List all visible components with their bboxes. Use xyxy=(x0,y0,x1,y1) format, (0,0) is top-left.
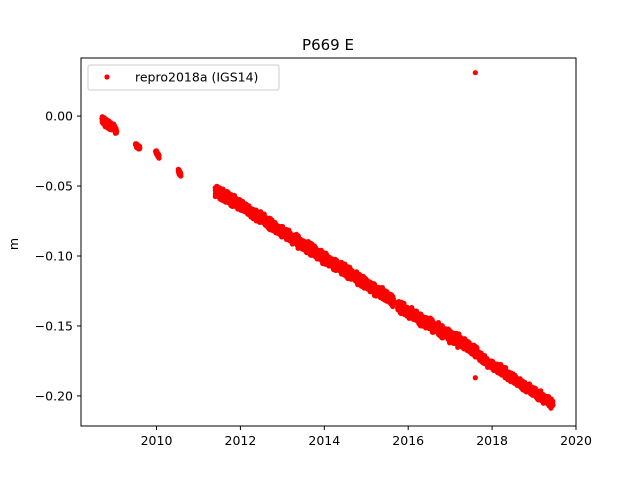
data-point xyxy=(178,173,184,179)
legend: repro2018a (IGS14) xyxy=(87,64,280,91)
y-tick-label: −0.10 xyxy=(35,248,73,263)
x-tick-label: 2012 xyxy=(225,433,257,448)
x-tick-label: 2016 xyxy=(392,433,424,448)
x-tick-label: 2018 xyxy=(476,433,508,448)
y-tick-label: 0.00 xyxy=(45,109,73,124)
y-axis-label: m xyxy=(6,238,21,250)
x-tick-label: 2014 xyxy=(308,433,340,448)
y-axis-ticks: 0.00 −0.05 −0.10 −0.15 −0.20 xyxy=(35,109,81,403)
y-tick-label: −0.20 xyxy=(35,388,73,403)
chart-title: P669 E xyxy=(302,36,354,54)
y-tick-label: −0.15 xyxy=(35,318,73,333)
data-points xyxy=(99,70,556,411)
data-point xyxy=(137,144,143,151)
y-tick-label: −0.05 xyxy=(35,179,73,194)
plot-frame xyxy=(80,57,577,427)
outlier-point xyxy=(472,375,478,381)
data-point xyxy=(114,128,120,134)
outlier-point xyxy=(451,333,457,339)
outlier-point xyxy=(472,70,478,76)
data-point xyxy=(390,301,397,307)
legend-marker xyxy=(104,74,110,80)
x-tick-label: 2010 xyxy=(141,433,173,448)
data-point xyxy=(156,155,162,161)
legend-entry-repro2018a: repro2018a (IGS14) xyxy=(135,70,258,85)
data-point xyxy=(550,402,556,408)
x-axis-ticks: 2010 2012 2014 2016 2018 2020 xyxy=(141,426,592,448)
legend-box xyxy=(87,64,280,91)
x-tick-label: 2020 xyxy=(560,433,592,448)
